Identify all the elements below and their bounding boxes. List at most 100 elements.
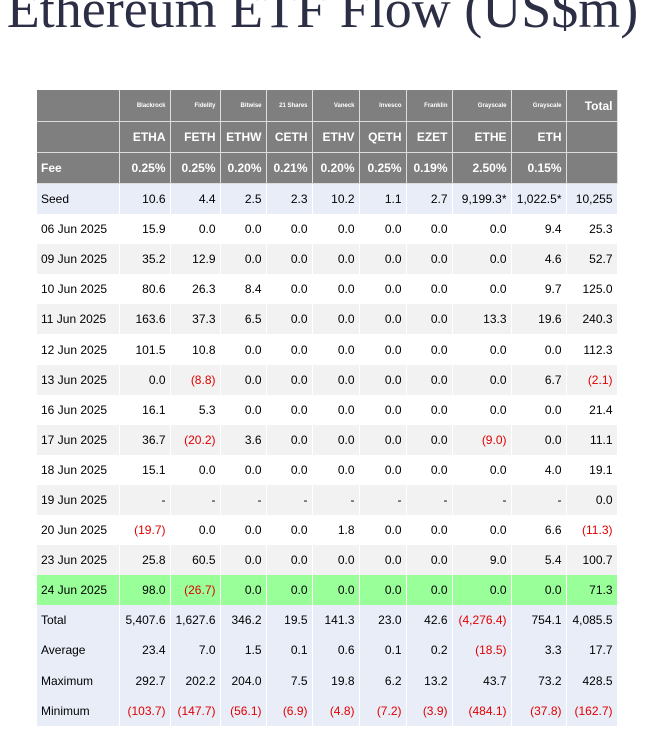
- cell: 9.7: [511, 274, 567, 305]
- cell: 0.0: [220, 394, 267, 425]
- cell: 10,255: [566, 183, 618, 215]
- cell: 17.7: [566, 635, 618, 666]
- cell: 4.0: [511, 454, 567, 485]
- row-label: 24 Jun 2025: [37, 575, 120, 606]
- cell: 0.0: [452, 214, 512, 245]
- cell: 1,627.6: [170, 605, 221, 636]
- row-label: Total: [37, 605, 120, 636]
- cell: -: [170, 484, 221, 516]
- flow-table: Blackrock Fidelity Bitwise 21 Shares Vaneck I…: [37, 90, 618, 726]
- cell: 0.0: [170, 454, 221, 485]
- cell: 0.0: [452, 394, 512, 425]
- cell: 13.2: [406, 665, 453, 696]
- ticker-row: ETHA FETH ETHW CETH ETHV QETH EZET ETHE ETH: [37, 121, 618, 153]
- cell: 52.7: [566, 244, 618, 275]
- cell: 204.0: [220, 665, 267, 696]
- cell: 428.5: [566, 665, 618, 696]
- cell: 10.2: [312, 183, 360, 215]
- cell: (9.0): [452, 424, 512, 455]
- cell: 141.3: [312, 605, 360, 636]
- data-row: Average 23.4 7.0 1.5 0.1 0.6 0.1 0.2 (18.5) 3.3 17…: [37, 635, 618, 666]
- cell: 0.0: [312, 394, 360, 425]
- cell: 0.0: [312, 334, 360, 365]
- cell: 0.1: [266, 635, 313, 666]
- cell: 0.0: [220, 364, 267, 395]
- cell: 0.0: [266, 334, 313, 365]
- fee: 0.20%: [220, 152, 267, 184]
- cell: (8.8): [170, 364, 221, 395]
- cell: 0.0: [312, 364, 360, 395]
- cell: 0.0: [359, 214, 407, 245]
- cell: 292.7: [119, 665, 171, 696]
- cell: 240.3: [566, 304, 618, 335]
- cell: 0.0: [511, 394, 567, 425]
- cell: 26.3: [170, 274, 221, 305]
- cell: 346.2: [220, 605, 267, 636]
- cell: 0.0: [266, 454, 313, 485]
- cell: 0.0: [452, 334, 512, 365]
- cell: 7.5: [266, 665, 313, 696]
- fee: 0.21%: [266, 152, 313, 184]
- cell: 4.6: [511, 244, 567, 275]
- row-label: Seed: [37, 183, 120, 215]
- issuer: Franklin: [406, 90, 453, 122]
- issuer: Bitwise: [220, 90, 267, 122]
- cell: 21.4: [566, 394, 618, 425]
- cell: 0.0: [406, 334, 453, 365]
- cell: 0.0: [170, 515, 221, 546]
- cell: 0.0: [170, 214, 221, 245]
- cell: 0.0: [359, 244, 407, 275]
- fee: 0.25%: [359, 152, 407, 184]
- data-row: 19 Jun 2025- - - - - - - - -0.0: [37, 484, 618, 516]
- cell: 0.0: [266, 304, 313, 335]
- cell: 0.0: [312, 214, 360, 245]
- cell: 0.0: [359, 545, 407, 576]
- cell: 0.0: [511, 575, 567, 606]
- row-label: 17 Jun 2025: [37, 424, 120, 455]
- data-row: 24 Jun 2025 98.0 (26.7) 0.0 0.0 0.0 0.0 0.0 0.0 0…: [37, 575, 618, 606]
- cell: -: [359, 484, 407, 516]
- cell: 12.9: [170, 244, 221, 275]
- data-row: 12 Jun 2025 101.5 10.8 0.0 0.0 0.0 0.0 0.0 0.0 0.…: [37, 334, 618, 365]
- cell: 0.0: [312, 304, 360, 335]
- cell: 0.0: [220, 545, 267, 576]
- data-row: 11 Jun 2025 163.6 37.3 6.5 0.0 0.0 0.0 0.0 13.3 1…: [37, 304, 618, 335]
- cell: 0.0: [312, 545, 360, 576]
- cell: 0.0: [312, 575, 360, 606]
- ticker: CETH: [266, 121, 313, 153]
- cell: 0.0: [406, 575, 453, 606]
- cell: 13.3: [452, 304, 512, 335]
- cell: 0.0: [266, 394, 313, 425]
- cell: 0.0: [359, 454, 407, 485]
- row-label: 09 Jun 2025: [37, 244, 120, 275]
- cell: 0.0: [359, 274, 407, 305]
- cell: 73.2: [511, 665, 567, 696]
- cell: (2.1): [566, 364, 618, 395]
- cell: 10.8: [170, 334, 221, 365]
- cell: 11.1: [566, 424, 618, 455]
- issuer: Vaneck: [312, 90, 360, 122]
- cell: 15.1: [119, 454, 171, 485]
- fee: 0.25%: [170, 152, 221, 184]
- cell: 4.4: [170, 183, 221, 215]
- ticker: ETHA: [119, 121, 171, 153]
- cell: -: [266, 484, 313, 516]
- cell: 5,407.6: [119, 605, 171, 636]
- cell: -: [511, 484, 567, 516]
- cell: 0.0: [359, 424, 407, 455]
- cell: 15.9: [119, 214, 171, 245]
- cell: (4.8): [312, 695, 360, 726]
- cell: (11.3): [566, 515, 618, 546]
- cell: 0.0: [452, 364, 512, 395]
- cell: -: [452, 484, 512, 516]
- cell: 0.0: [312, 454, 360, 485]
- corner: [37, 90, 120, 122]
- fee-row: Fee 0.25% 0.25% 0.20% 0.21% 0.20% 0.25% 0.19% 2.…: [37, 152, 618, 184]
- cell: 60.5: [170, 545, 221, 576]
- row-label: Maximum: [37, 665, 120, 696]
- cell: 0.0: [312, 424, 360, 455]
- cell: 0.0: [266, 364, 313, 395]
- cell: 101.5: [119, 334, 171, 365]
- cell: 16.1: [119, 394, 171, 425]
- cell: 0.0: [406, 515, 453, 546]
